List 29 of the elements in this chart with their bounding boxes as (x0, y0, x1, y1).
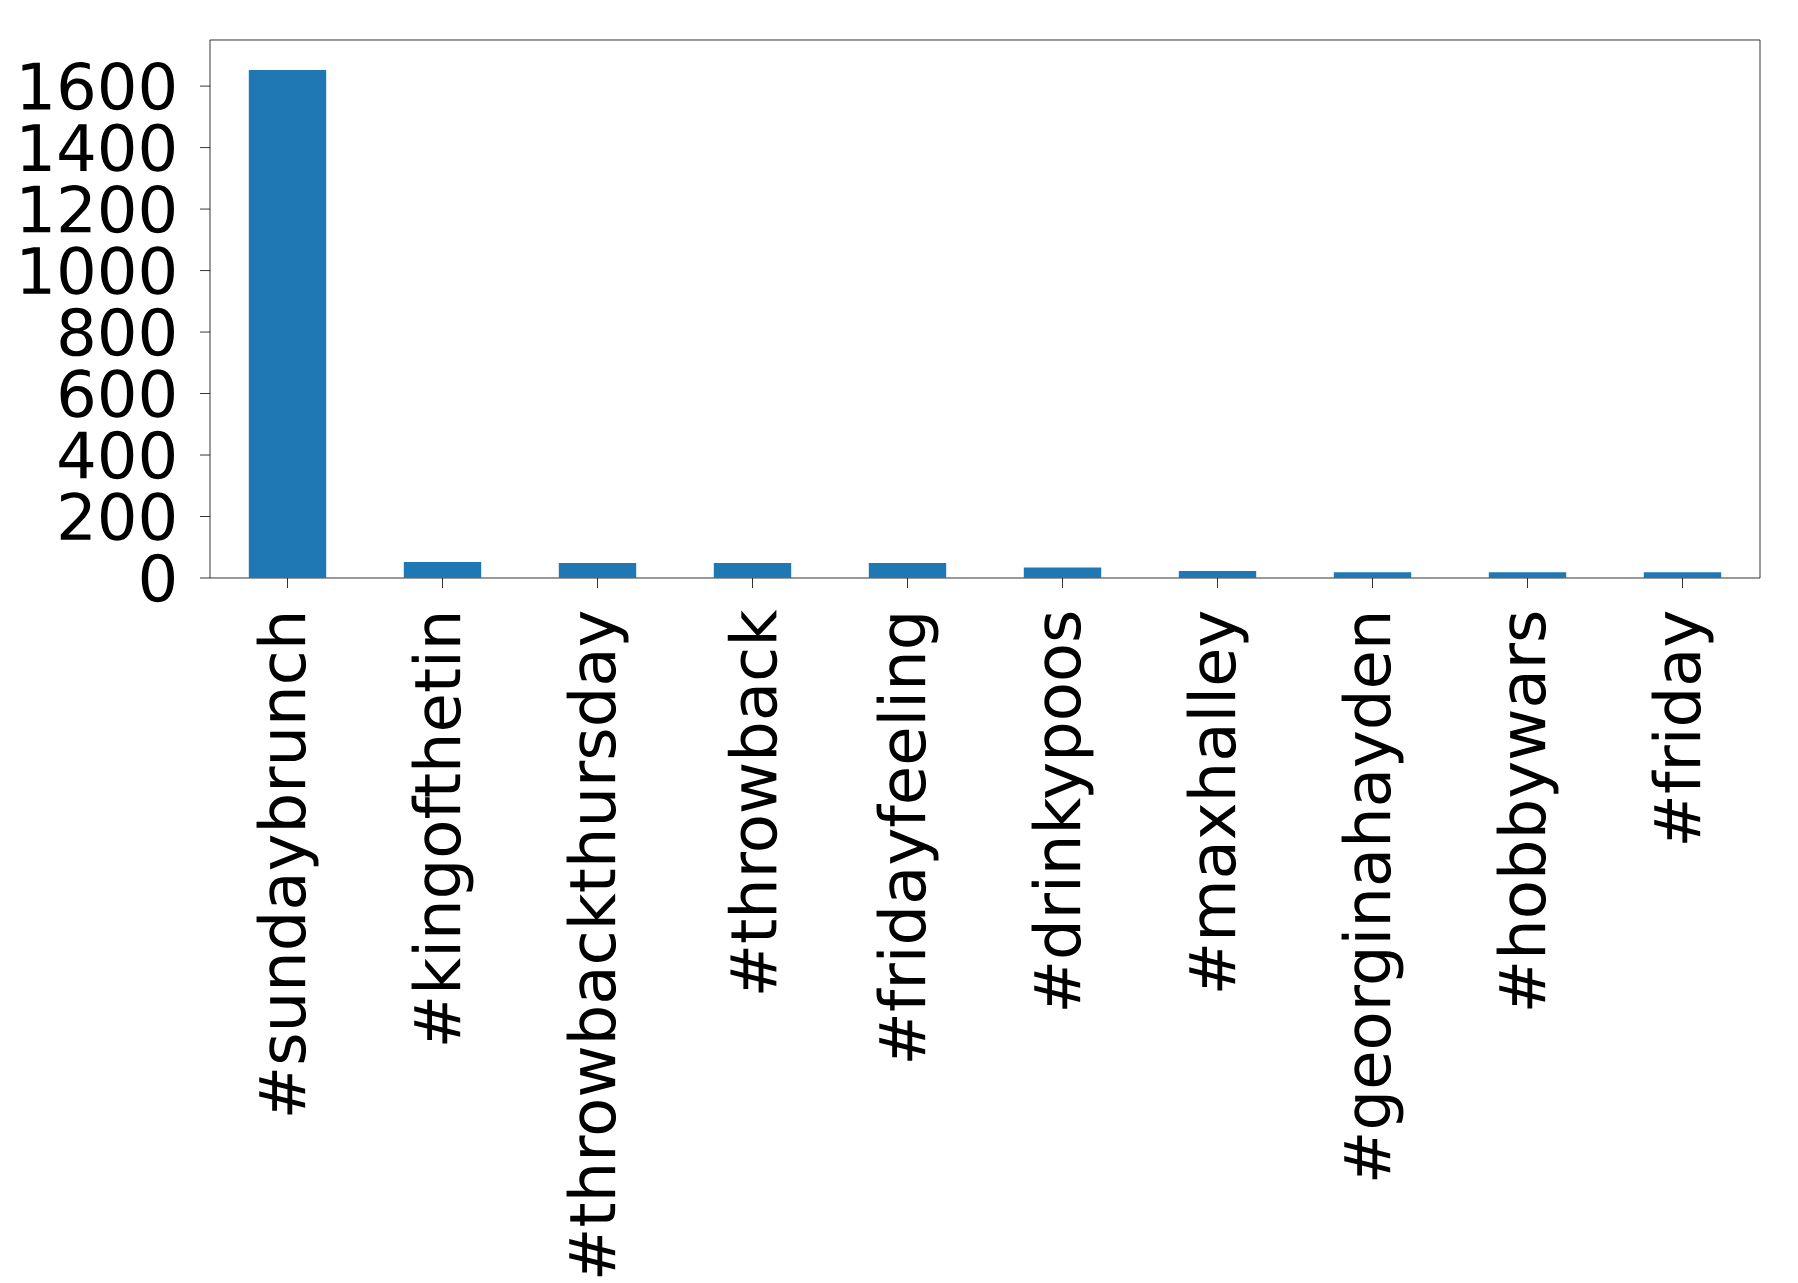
bar (248, 70, 327, 578)
bar (1178, 570, 1257, 578)
bar (1023, 567, 1102, 578)
bar (1333, 572, 1412, 578)
y-tick-label: 200 (60, 492, 174, 541)
y-tick-label: 800 (60, 307, 174, 357)
y-tick-label: 1200 (22, 184, 174, 234)
y-tick-label: 600 (60, 369, 174, 418)
x-tick-label: #friday (1651, 611, 1714, 843)
bar (713, 562, 792, 578)
bar (403, 562, 482, 578)
bar (558, 562, 637, 578)
bar (1643, 572, 1722, 578)
y-tick-label: 0 (141, 553, 174, 603)
y-tick-label: 400 (59, 430, 174, 480)
x-tick-label: #kingofthetin (411, 615, 474, 1044)
x-tick-label: #drinkypoos (1031, 612, 1094, 1009)
y-tick-label: 1000 (22, 246, 174, 295)
x-tick-label: #sundaybrunch (256, 615, 319, 1115)
x-tick-label: #throwbackthursday (566, 611, 629, 1277)
x-tick-label: #georginahayden (1341, 615, 1404, 1180)
bar (1488, 572, 1567, 578)
y-tick-label: 1400 (22, 123, 174, 172)
y-tick-label: 1600 (22, 61, 174, 111)
x-tick-label: #throwback (727, 609, 778, 993)
x-tick-label: #hobbywars (1496, 612, 1559, 1009)
bar (868, 562, 947, 578)
x-tick-label: #fridayfeeling (876, 615, 939, 1061)
x-tick-label: #maxhalley (1186, 611, 1249, 991)
